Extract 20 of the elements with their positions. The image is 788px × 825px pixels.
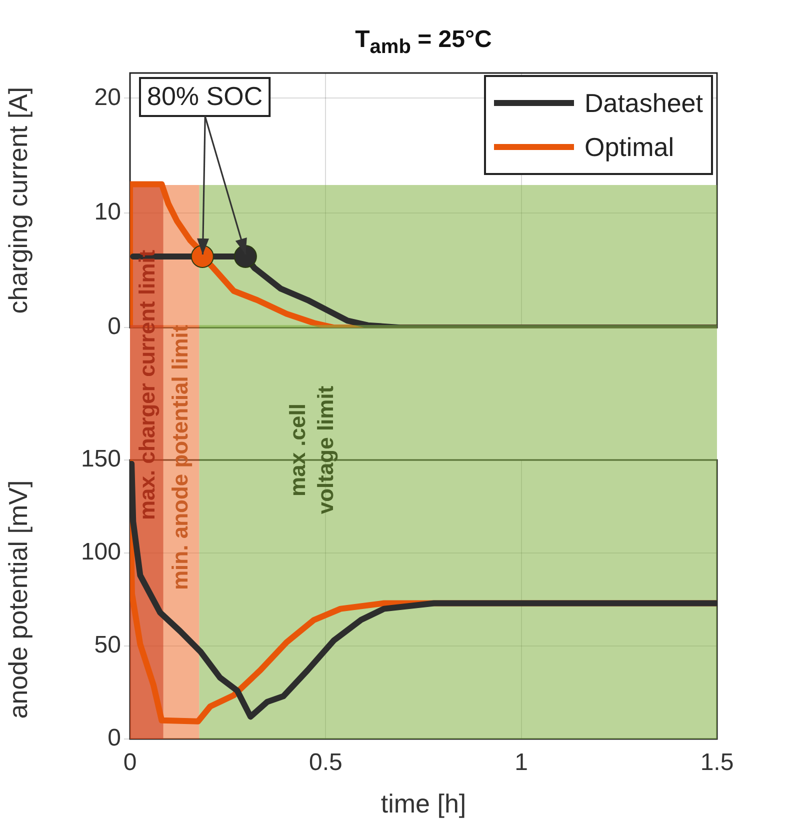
x-tick-label: 1.5 — [700, 749, 734, 776]
y-axis-title: charging current [A] — [2, 86, 33, 314]
y-tick-label: 20 — [94, 84, 121, 111]
chart-title: T$_{amb}$ = 25°C — [354, 26, 493, 59]
y-tick-label: 50 — [94, 632, 121, 659]
x-tick-label: 0.5 — [308, 749, 342, 776]
y-tick-label: 100 — [80, 538, 121, 566]
x-tick-label: 1 — [514, 749, 528, 776]
band-label: max. charger current limit — [134, 249, 160, 520]
y-tick-label: 150 — [80, 446, 121, 473]
annotation: 80% SOC — [147, 81, 263, 112]
legend-label: Datasheet — [584, 88, 703, 118]
band-label: max .cell voltage limit — [285, 385, 338, 514]
band-label: min. anode potential limit — [167, 324, 192, 590]
legend-label: Optimal — [584, 132, 674, 162]
y-tick-label: 0 — [108, 313, 121, 340]
x-axis-title: time [h] — [380, 788, 466, 819]
y-axis-title: anode potential [mV] — [2, 480, 33, 719]
y-tick-label: 0 — [108, 724, 121, 752]
y-tick-label: 10 — [94, 198, 121, 226]
